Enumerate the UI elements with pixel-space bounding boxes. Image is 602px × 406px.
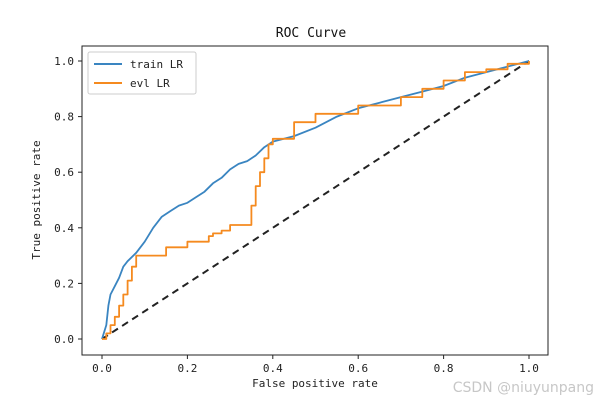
legend: train LR evl LR (87, 51, 197, 95)
x-tick-label: 0.8 (434, 362, 454, 375)
y-axis-label: True positive rate (30, 140, 43, 259)
legend-label-train: train LR (130, 58, 183, 71)
x-tick-label: 0.4 (263, 362, 283, 375)
y-tick-label: 0.0 (54, 333, 74, 346)
x-tick-label: 0.2 (177, 362, 197, 375)
y-axis-ticks: 0.0 0.2 0.4 0.6 0.8 1.0 (54, 55, 82, 346)
chance-reference-line (101, 60, 530, 340)
y-tick-label: 0.4 (54, 222, 74, 235)
x-axis-label: False positive rate (252, 377, 378, 390)
watermark: CSDN @niuyunpang (452, 380, 594, 396)
y-tick-label: 1.0 (54, 55, 74, 68)
x-axis-ticks: 0.0 0.2 0.4 0.6 0.8 1.0 (92, 355, 539, 375)
x-tick-label: 0.6 (348, 362, 368, 375)
series-layer (101, 60, 530, 340)
y-tick-label: 0.8 (54, 111, 74, 124)
chart-title: ROC Curve (276, 26, 347, 41)
y-tick-label: 0.2 (54, 277, 74, 290)
y-tick-label: 0.6 (54, 166, 74, 179)
x-tick-label: 1.0 (519, 362, 539, 375)
series-line-evl-lr (102, 61, 530, 340)
legend-label-evl: evl LR (130, 77, 170, 90)
x-tick-label: 0.0 (92, 362, 112, 375)
